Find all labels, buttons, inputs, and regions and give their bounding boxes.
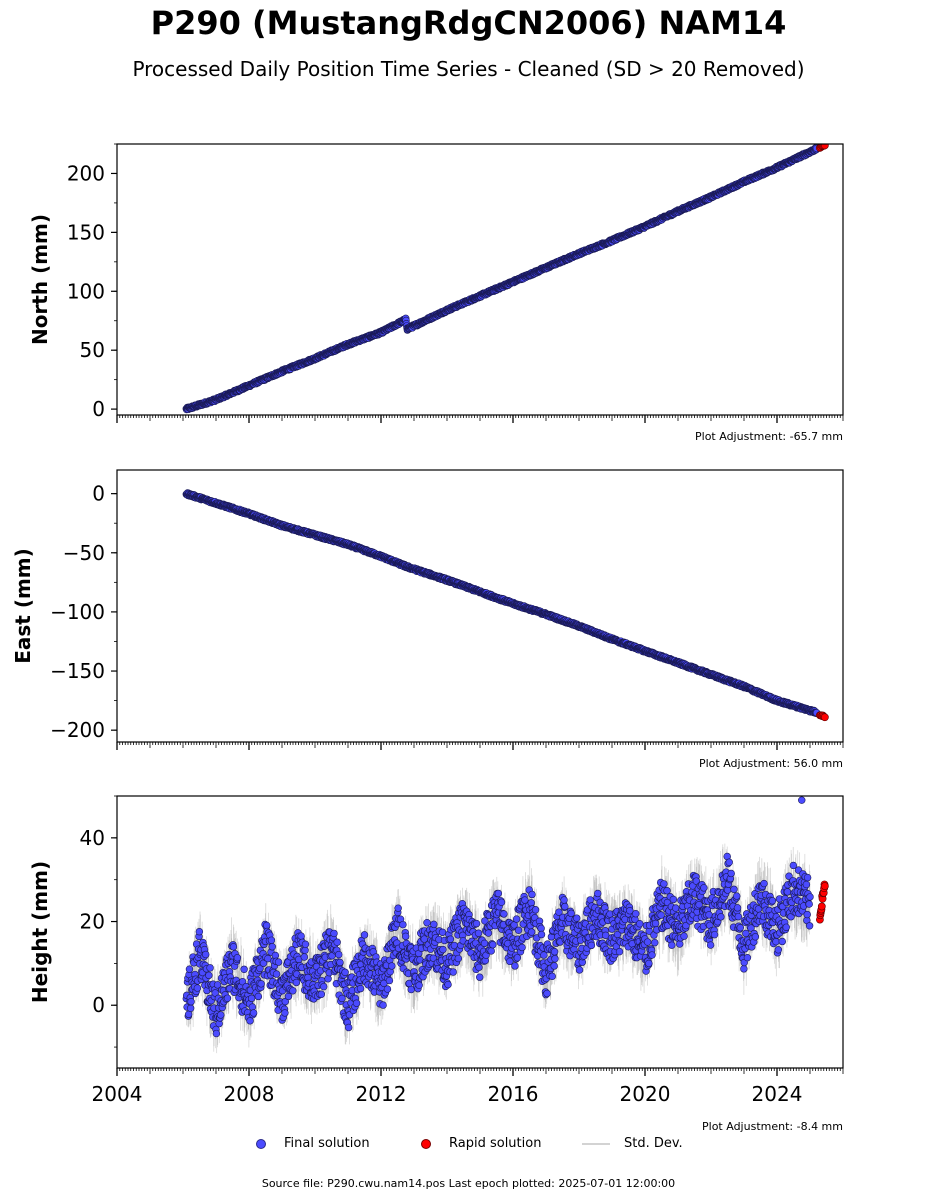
rapid-solution-points (816, 711, 829, 722)
chart-title: P290 (MustangRdgCN2006) NAM14 (150, 4, 787, 42)
chart-subtitle: Processed Daily Position Time Series - C… (132, 57, 805, 81)
y-tick-label: 200 (67, 161, 105, 185)
y-tick-label: 0 (92, 397, 105, 421)
plot-area (182, 144, 829, 414)
y-tick-label: −50 (63, 541, 105, 565)
y-axis-label: North (mm) (28, 214, 52, 345)
final-solution-points (182, 144, 821, 414)
y-tick-label: −200 (50, 718, 105, 742)
y-tick-label: −150 (50, 659, 105, 683)
y-tick-label: 0 (92, 482, 105, 506)
plot-area (182, 489, 829, 722)
final-solution-points (182, 489, 821, 717)
panel-north: 0 50 100 150 200 North (mm) Plot Adjustment: -… (28, 143, 844, 443)
y-tick-label: 100 (67, 279, 105, 303)
plot-adjustment-note: Plot Adjustment: -65.7 mm (695, 430, 843, 443)
rapid-point (820, 713, 829, 722)
y-tick-label: 150 (67, 220, 105, 244)
y-axis-label: East (mm) (11, 548, 35, 664)
plot-adjustment-note: Plot Adjustment: 56.0 mm (699, 757, 843, 770)
y-tick-label: 50 (80, 338, 105, 362)
rapid-point (820, 144, 829, 150)
panel-east: 0 −50 −100 −150 −200 East (mm) Plot Adjustment… (11, 469, 844, 770)
rapid-solution-points (816, 144, 829, 152)
y-tick-label: −100 (50, 600, 105, 624)
plot-area (182, 796, 829, 1054)
